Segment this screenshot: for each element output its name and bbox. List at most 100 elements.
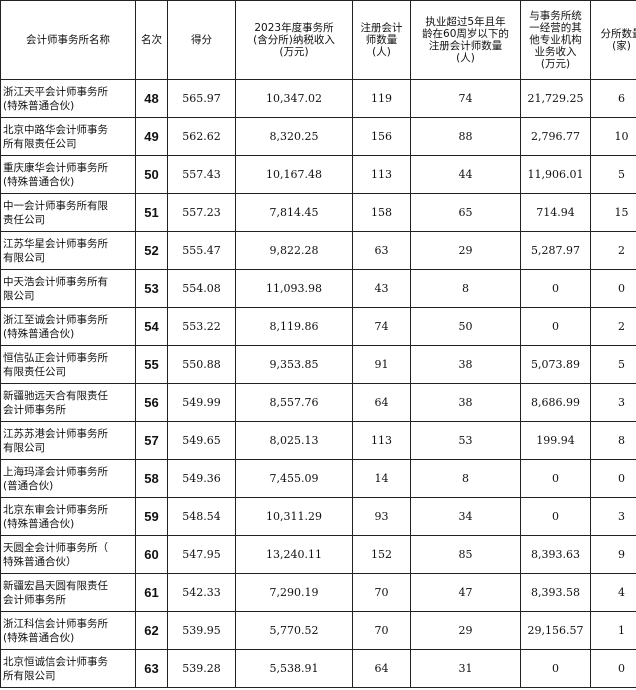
- rank: 60: [135, 535, 168, 574]
- rank: 59: [135, 497, 168, 536]
- table-row: 恒信弘正会计师事务所 有限责任公司 55 550.88 9,353.85 91 38 5,07…: [0, 345, 636, 384]
- header-cell: 与事务所统 一经营的其 他专业机构 业务收入 (万元): [520, 0, 591, 80]
- value-cell: 0: [520, 649, 591, 688]
- value-cell: 548.54: [167, 497, 236, 536]
- value-cell: 8,393.58: [520, 573, 591, 612]
- firm-name: 天圆全会计师事务所（ 特殊普通合伙）: [0, 535, 136, 574]
- rank: 61: [135, 573, 168, 612]
- table-row: 上海玛泽会计师事务所 (普通合伙) 58 549.36 7,455.09 14 8 0 0: [0, 459, 636, 498]
- text-line: 得分: [191, 34, 212, 46]
- value-cell: 64: [352, 383, 411, 422]
- value-cell: 0: [520, 269, 591, 308]
- header-cell: 执业超过5年且年 龄在60周岁以下的 注册会计师数量 (人): [410, 0, 521, 80]
- value-cell: 3: [590, 383, 636, 422]
- value-cell: 74: [352, 307, 411, 346]
- value-cell: 5,538.91: [235, 649, 353, 688]
- text-line: 有限公司: [3, 441, 45, 454]
- firm-name: 中天浩会计师事务所有 限公司: [0, 269, 136, 308]
- text-line: 所有限责任公司: [3, 137, 77, 150]
- value-cell: 2,796.77: [520, 117, 591, 156]
- value-cell: 91: [352, 345, 411, 384]
- firm-name: 北京东审会计师事务所 (特殊普通合伙): [0, 497, 136, 536]
- value-cell: 63: [352, 231, 411, 270]
- header-cell: 名次: [135, 0, 168, 80]
- value-cell: 5: [590, 155, 636, 194]
- value-cell: 553.22: [167, 307, 236, 346]
- text-line: (人): [456, 52, 475, 64]
- value-cell: 199.94: [520, 421, 591, 460]
- value-cell: 8,119.86: [235, 307, 353, 346]
- firm-name: 上海玛泽会计师事务所 (普通合伙): [0, 459, 136, 498]
- value-cell: 562.62: [167, 117, 236, 156]
- value-cell: 5,073.89: [520, 345, 591, 384]
- firm-name: 浙江科信会计师事务所 (特殊普通合伙): [0, 611, 136, 650]
- value-cell: 7,455.09: [235, 459, 353, 498]
- text-line: (特殊普通合伙): [3, 517, 75, 530]
- firm-name: 北京中路华会计师事务 所有限责任公司: [0, 117, 136, 156]
- table-body: 浙江天平会计师事务所 (特殊普通合伙) 48 565.97 10,347.02 119 74…: [0, 79, 636, 688]
- value-cell: 11,093.98: [235, 269, 353, 308]
- value-cell: 2: [590, 231, 636, 270]
- text-line: 中一会计师事务所有限: [3, 199, 108, 212]
- value-cell: 565.97: [167, 79, 236, 118]
- value-cell: 547.95: [167, 535, 236, 574]
- value-cell: 70: [352, 573, 411, 612]
- value-cell: 7,290.19: [235, 573, 353, 612]
- text-line: 江苏华星会计师事务所: [3, 237, 108, 250]
- text-line: 注册会计师数量: [428, 40, 503, 52]
- value-cell: 714.94: [520, 193, 591, 232]
- value-cell: 158: [352, 193, 411, 232]
- value-cell: 8,557.76: [235, 383, 353, 422]
- value-cell: 9,822.28: [235, 231, 353, 270]
- text-line: 浙江天平会计师事务所: [3, 85, 108, 98]
- text-line: 江苏苏港会计师事务所: [3, 427, 108, 440]
- text-line: 限公司: [3, 289, 35, 302]
- table-row: 天圆全会计师事务所（ 特殊普通合伙） 60 547.95 13,240.11 152 85 8…: [0, 535, 636, 574]
- text-line: 龄在60周岁以下的: [422, 28, 509, 40]
- value-cell: 34: [410, 497, 521, 536]
- text-line: 2023年度事务所: [254, 22, 334, 34]
- text-line: (特殊普通合伙): [3, 631, 75, 644]
- value-cell: 4: [590, 573, 636, 612]
- value-cell: 549.36: [167, 459, 236, 498]
- value-cell: 8: [410, 269, 521, 308]
- text-line: 上海玛泽会计师事务所: [3, 465, 108, 478]
- text-line: 北京东审会计师事务所: [3, 503, 108, 516]
- text-line: 北京中路华会计师事务: [3, 123, 108, 136]
- value-cell: 8: [410, 459, 521, 498]
- text-line: 所有限公司: [3, 669, 56, 682]
- value-cell: 8: [590, 421, 636, 460]
- value-cell: 542.33: [167, 573, 236, 612]
- value-cell: 13,240.11: [235, 535, 353, 574]
- value-cell: 0: [520, 459, 591, 498]
- header-cell: 分所数量(家): [590, 0, 636, 80]
- text-line: 他专业机构: [529, 34, 582, 46]
- rank: 48: [135, 79, 168, 118]
- value-cell: 5,287.97: [520, 231, 591, 270]
- firm-name: 新疆宏昌天圆有限责任 会计师事务所: [0, 573, 136, 612]
- value-cell: 0: [520, 497, 591, 536]
- table-row: 浙江至诚会计师事务所 (特殊普通合伙) 54 553.22 8,119.86 74 50 0 2: [0, 307, 636, 346]
- text-line: 会计师事务所名称: [26, 34, 110, 46]
- value-cell: 3: [590, 497, 636, 536]
- header-row: 会计师事务所名称 名次 得分 2023年度事务所 (含分所)纳税收入 (万元) 注册会计 师数…: [0, 0, 636, 80]
- table-row: 北京东审会计师事务所 (特殊普通合伙) 59 548.54 10,311.29 93 34 0…: [0, 497, 636, 536]
- value-cell: 0: [520, 307, 591, 346]
- value-cell: 539.95: [167, 611, 236, 650]
- value-cell: 10,167.48: [235, 155, 353, 194]
- value-cell: 29: [410, 611, 521, 650]
- text-line: 分所数量: [600, 28, 636, 40]
- text-line: 责任公司: [3, 213, 45, 226]
- rank: 55: [135, 345, 168, 384]
- table-row: 中一会计师事务所有限 责任公司 51 557.23 7,814.45 158 65 714.9…: [0, 193, 636, 232]
- value-cell: 9: [590, 535, 636, 574]
- table-row: 北京中路华会计师事务 所有限责任公司 49 562.62 8,320.25 156 88 2,…: [0, 117, 636, 156]
- text-line: (万元): [279, 46, 309, 58]
- rank: 49: [135, 117, 168, 156]
- text-line: 浙江至诚会计师事务所: [3, 313, 108, 326]
- table-row: 重庆康华会计师事务所 (特殊普通合伙) 50 557.43 10,167.48 113 44…: [0, 155, 636, 194]
- value-cell: 8,393.63: [520, 535, 591, 574]
- firm-name: 重庆康华会计师事务所 (特殊普通合伙): [0, 155, 136, 194]
- text-line: 新疆宏昌天圆有限责任: [3, 579, 108, 592]
